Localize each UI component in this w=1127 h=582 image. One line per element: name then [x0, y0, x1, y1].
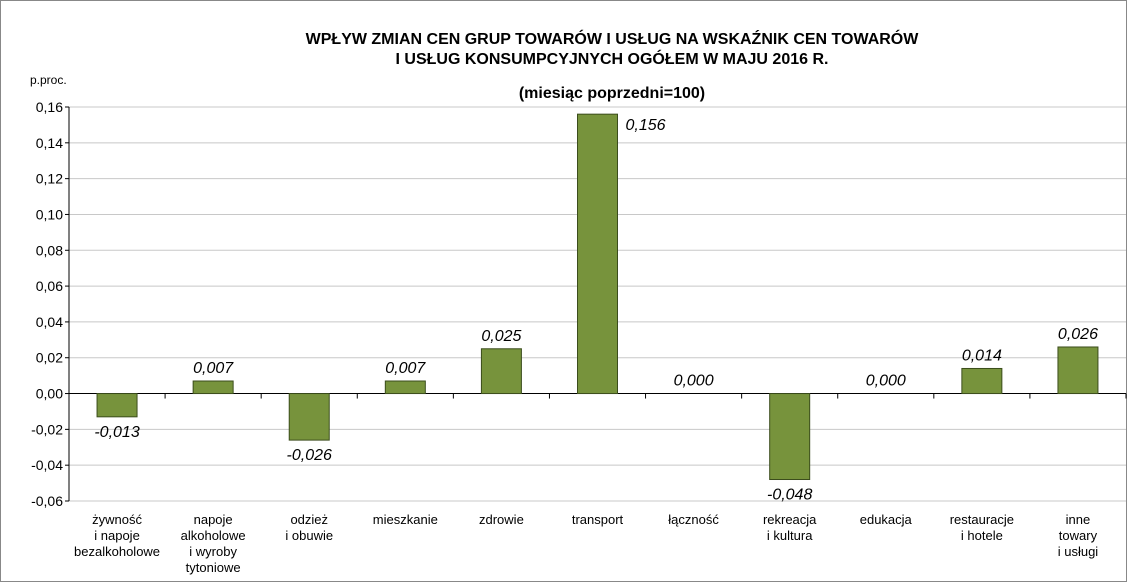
x-tick-label: napoje alkoholowe i wyroby tytoniowe	[181, 512, 246, 575]
y-tick-label: 0,04	[36, 314, 63, 330]
value-label: 0,000	[866, 373, 906, 390]
chart-title: WPŁYW ZMIAN CEN GRUP TOWARÓW I USŁUG NA …	[306, 29, 920, 68]
x-tick-label: transport	[572, 512, 624, 527]
x-tick-label: rekreacja i kultura	[763, 512, 817, 543]
value-label: 0,025	[481, 328, 521, 345]
bar	[96, 393, 138, 418]
bar	[480, 348, 522, 395]
value-label: 0,014	[962, 347, 1002, 364]
y-tick-label: 0,08	[36, 242, 63, 258]
x-tick-label: mieszkanie	[373, 512, 438, 527]
value-label: -0,013	[94, 424, 139, 441]
x-tick-label: łączność	[668, 512, 719, 527]
x-tick-label: edukacja	[860, 512, 913, 527]
bar	[769, 393, 811, 481]
value-label: 0,007	[385, 360, 426, 377]
bar	[192, 380, 234, 395]
bar	[961, 367, 1003, 395]
bar	[384, 380, 426, 395]
y-tick-label: -0,04	[31, 457, 63, 473]
y-tick-label: 0,14	[36, 135, 63, 151]
x-tick-label: inne towary i usługi	[1058, 512, 1099, 559]
value-label: -0,048	[767, 487, 812, 504]
y-tick-label: 0,10	[36, 206, 63, 222]
value-label: -0,026	[287, 447, 332, 464]
bar	[1057, 346, 1099, 395]
x-tick-label: odzież i obuwie	[285, 512, 333, 543]
y-tick-label: 0,02	[36, 350, 63, 366]
bar	[577, 113, 618, 395]
y-tick-label: -0,06	[31, 493, 63, 509]
value-label: 0,156	[626, 117, 666, 134]
y-tick-label: -0,02	[31, 421, 63, 437]
bar	[288, 393, 330, 441]
y-tick-label: 0,00	[36, 386, 63, 402]
chart-subtitle: (miesiąc poprzedni=100)	[519, 85, 705, 102]
x-tick-label: restauracje i hotele	[950, 512, 1014, 543]
y-tick-label: 0,06	[36, 278, 63, 294]
value-label: 0,000	[674, 373, 714, 390]
y-tick-label: 0,12	[36, 171, 63, 187]
x-tick-label: zdrowie	[479, 512, 524, 527]
y-axis-label: p.proc.	[30, 73, 67, 87]
x-tick-label: żywność i napoje bezalkoholowe	[74, 512, 160, 559]
value-label: 0,007	[193, 360, 234, 377]
y-tick-label: 0,16	[36, 99, 63, 115]
value-label: 0,026	[1058, 326, 1098, 343]
